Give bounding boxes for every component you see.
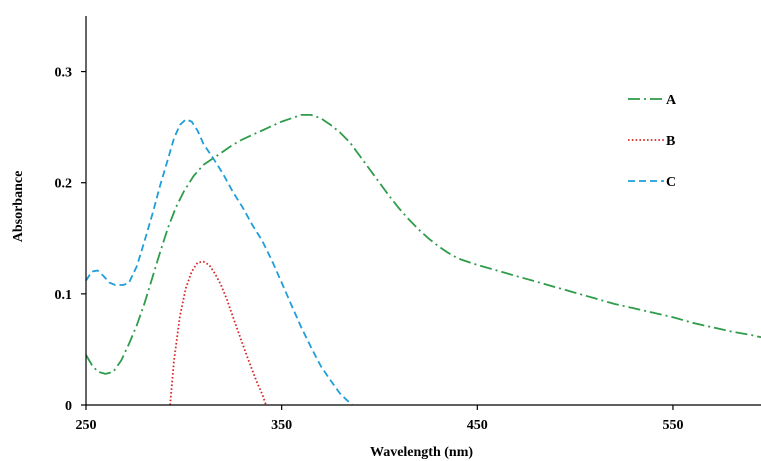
axes: 0 0.1 0.2 0.3 250 350 450 550 [55, 16, 761, 433]
series-line-a [85, 114, 761, 375]
plot-area [85, 114, 761, 406]
x-tick-label: 450 [467, 418, 488, 433]
series-line-b [169, 260, 267, 406]
legend-label-a: A [666, 93, 677, 108]
series-line-c [85, 118, 353, 406]
y-tick-label: 0 [65, 399, 72, 414]
legend-label-c: C [666, 175, 676, 190]
legend-label-b: B [666, 134, 675, 149]
x-tick-label: 550 [662, 418, 683, 433]
x-tick-label: 250 [76, 418, 97, 433]
y-axis-title: Absorbance [11, 171, 26, 243]
y-tick-label: 0.2 [55, 177, 73, 192]
y-tick-label: 0.3 [55, 66, 73, 81]
x-axis-title: Wavelength (nm) [370, 445, 473, 460]
legend: A B C [628, 93, 677, 190]
x-tick-label: 350 [271, 418, 292, 433]
y-tick-label: 0.1 [55, 288, 73, 303]
